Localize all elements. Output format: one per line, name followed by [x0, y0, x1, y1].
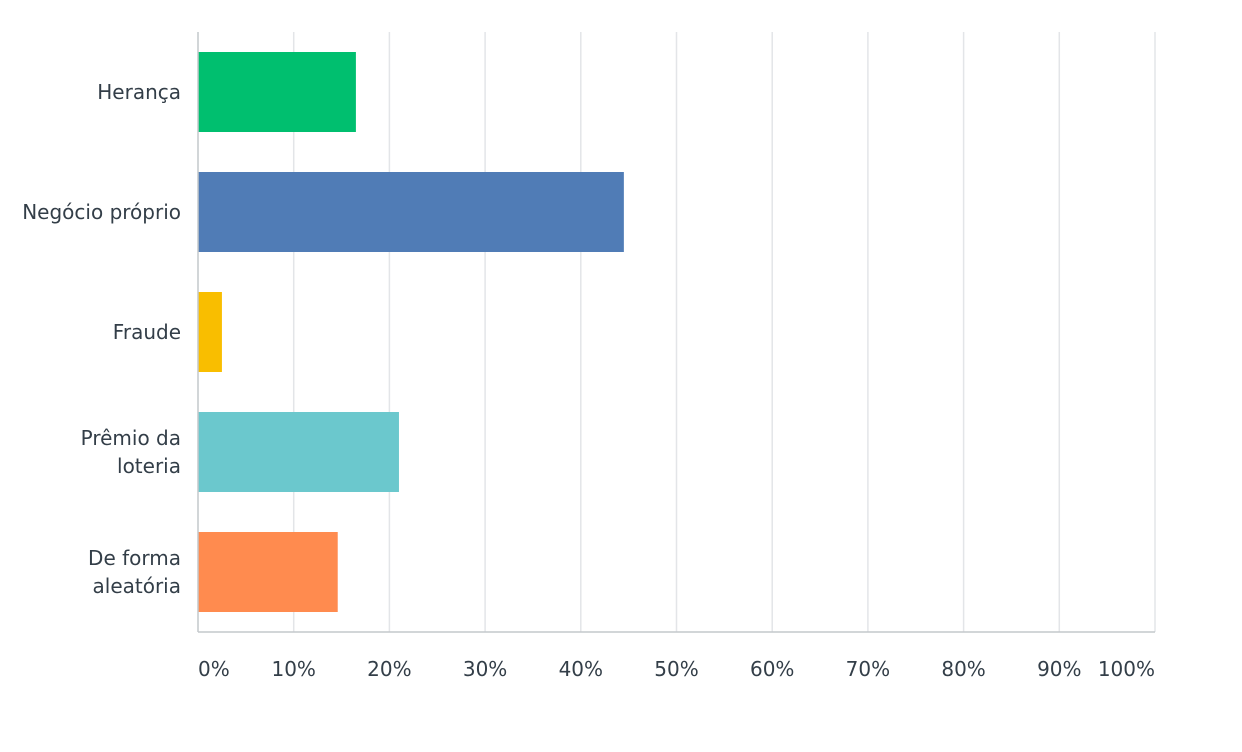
- tick-label: 20%: [367, 657, 411, 681]
- tick-label: 80%: [941, 657, 985, 681]
- tick-label: 0%: [198, 657, 230, 681]
- axes: [197, 32, 1155, 633]
- tick-label: 70%: [846, 657, 890, 681]
- tick-label: 90%: [1037, 657, 1081, 681]
- bar: [198, 292, 222, 372]
- tick-labels: 0% 10% 20% 30% 40% 50% 60% 70% 80% 90% 100%: [198, 657, 1155, 681]
- category-label: De forma aleatória: [88, 546, 181, 598]
- tick-label: 30%: [463, 657, 507, 681]
- category-label: Prêmio da loteria: [81, 426, 181, 478]
- grid-lines: [292, 32, 1156, 632]
- bar: [198, 52, 356, 132]
- category-label: Herança: [97, 80, 181, 104]
- tick-label: 10%: [271, 657, 315, 681]
- category-labels: Herança Negócio próprio Fraude Prêmio da lot…: [22, 80, 181, 598]
- category-label: Fraude: [113, 320, 181, 344]
- tick-label: 40%: [559, 657, 603, 681]
- bar: [198, 172, 624, 252]
- bar: [198, 532, 338, 612]
- bars: [198, 52, 624, 612]
- tick-label: 60%: [750, 657, 794, 681]
- bar: [198, 412, 399, 492]
- tick-label: 50%: [654, 657, 698, 681]
- tick-label: 100%: [1098, 657, 1155, 681]
- category-label: Negócio próprio: [22, 200, 181, 224]
